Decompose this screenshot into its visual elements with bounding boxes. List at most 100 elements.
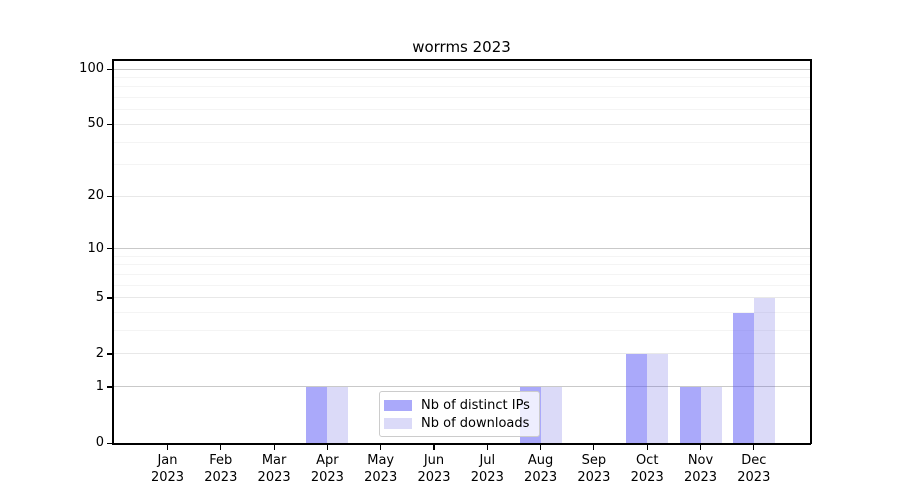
bar-dec-downloads [753,297,775,443]
x-tick-year: 2023 [737,470,771,485]
y-tick [107,442,112,444]
left-spine [112,59,114,444]
bar-nov-ips [679,386,701,443]
y-tick-label: 2 [95,345,104,361]
y-tick-label: 1 [95,378,104,394]
y-tick-label: 0 [95,435,104,450]
y-tick [107,248,112,250]
x-tick-label: Jul 2023 [460,452,514,486]
x-tick-year: 2023 [364,470,398,485]
x-tick-year: 2023 [577,470,611,485]
x-tick-label: Dec 2023 [727,452,781,486]
x-tick [220,444,222,450]
bar-oct-ips [626,353,648,443]
y-tick-label: 5 [95,289,104,305]
major-gridline [113,195,810,197]
legend: Nb of distinct IPs Nb of downloads [379,391,540,437]
x-tick [646,444,648,450]
legend-row-distinct-ips: Nb of distinct IPs [384,396,533,414]
y-tick [107,68,112,70]
x-tick-year: 2023 [630,470,664,485]
y-tick-label: 20 [87,188,104,204]
x-tick-label: May 2023 [354,452,408,486]
minor-gridline [113,109,810,111]
legend-label-downloads: Nb of downloads [421,415,530,431]
x-tick-year: 2023 [204,470,238,485]
x-tick-month: Feb [209,453,233,468]
x-tick [273,444,275,450]
x-tick-label: Feb 2023 [194,452,248,486]
x-tick-year: 2023 [257,470,291,485]
x-tick [540,444,542,450]
minor-gridline [113,284,810,286]
x-tick-month: Mar [261,453,287,468]
bar-apr-ips [306,386,328,443]
x-tick-label: Mar 2023 [247,452,301,486]
minor-gridline [113,255,810,257]
minor-gridline [113,312,810,314]
x-tick-month: Sep [581,453,607,468]
minor-gridline [113,86,810,88]
x-tick-month: Jun [423,453,445,468]
decade-gridline [113,386,810,388]
legend-swatch-distinct-ips [384,399,412,411]
decade-gridline [113,68,810,70]
minor-gridline [113,141,810,143]
bar-aug-downloads [540,386,562,443]
minor-gridline [113,330,810,332]
x-tick-label: Jun 2023 [407,452,461,486]
x-tick-label: Apr 2023 [300,452,354,486]
x-tick-month: Dec [741,453,767,468]
minor-gridline [113,164,810,166]
top-spine [112,59,811,61]
y-tick [107,386,112,388]
major-gridline [113,123,810,125]
minor-gridline [113,77,810,79]
x-tick-month: Oct [635,453,659,468]
x-tick-label: Aug 2023 [514,452,568,486]
x-tick-year: 2023 [310,470,344,485]
x-tick [486,444,488,450]
bar-oct-downloads [647,353,669,443]
x-tick-month: Jan [157,453,178,468]
x-tick [593,444,595,450]
x-tick-month: Jul [479,453,496,468]
y-tick-label: 100 [79,61,104,77]
legend-row-downloads: Nb of downloads [384,414,533,432]
x-tick-month: Aug [527,453,554,468]
x-tick-month: Apr [316,453,339,468]
legend-swatch-downloads [384,417,412,429]
x-tick-label: Nov 2023 [674,452,728,486]
x-tick [433,444,435,450]
x-tick-label: Sep 2023 [567,452,621,486]
right-spine [810,59,812,444]
x-tick [699,444,702,450]
decade-gridline [113,248,810,250]
x-tick-year: 2023 [470,470,504,485]
y-tick-label: 50 [87,116,104,132]
y-tick [107,123,112,126]
x-tick-label: Oct 2023 [620,452,674,486]
x-tick [326,444,328,450]
x-tick-year: 2023 [683,470,718,485]
y-tick [107,353,112,355]
x-tick-year: 2023 [524,470,558,485]
x-tick-month: Nov [687,453,714,468]
major-gridline [113,353,810,355]
x-tick [166,444,169,450]
y-tick-label: 10 [87,240,104,256]
bottom-spine [112,443,811,445]
legend-label-distinct-ips: Nb of distinct IPs [421,397,530,413]
bar-dec-ips [732,312,754,443]
chart-title: worrms 2023 [412,38,511,56]
major-gridline [113,297,810,299]
x-tick-year: 2023 [150,470,185,485]
x-tick [380,444,382,450]
x-tick [753,444,755,450]
minor-gridline [113,97,810,99]
x-tick-label: Jan 2023 [141,452,195,486]
minor-gridline [113,264,810,266]
bar-nov-downloads [700,386,722,443]
x-tick-month: May [367,453,395,468]
